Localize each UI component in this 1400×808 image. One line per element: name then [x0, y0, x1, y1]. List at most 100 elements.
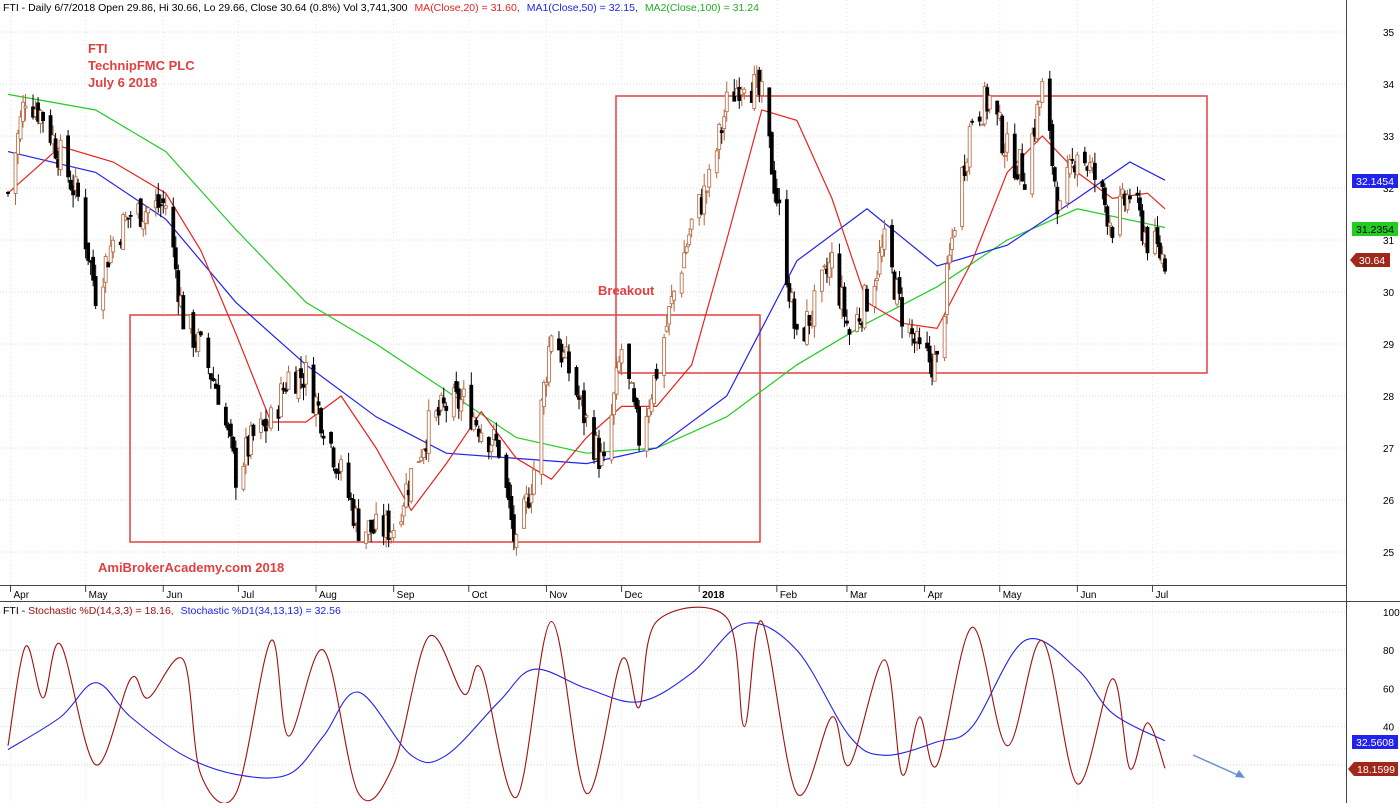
- candle-body: [652, 374, 657, 405]
- candle-body: [76, 182, 81, 197]
- price-tick-label: 25: [1383, 548, 1395, 559]
- candle-body: [582, 390, 586, 424]
- badge-close: 30.64: [1350, 253, 1390, 267]
- candle-body: [16, 133, 20, 155]
- candle-body: [504, 454, 509, 488]
- candle-body: [1158, 242, 1162, 259]
- candle-body: [662, 337, 667, 376]
- price-tick-label: 35: [1383, 28, 1395, 39]
- candle-body: [632, 388, 636, 403]
- candle-body: [284, 389, 288, 392]
- candle-body: [804, 311, 809, 345]
- badge-stoch-slow: 32.5608: [1352, 735, 1398, 749]
- candle-body: [329, 431, 333, 444]
- candle-body: [386, 510, 391, 540]
- candle-body: [349, 498, 353, 500]
- candle-body: [689, 218, 694, 230]
- candle-body: [574, 367, 579, 396]
- candle-body: [299, 368, 303, 379]
- candle-body: [882, 228, 887, 250]
- stoch-fast-path: [7, 606, 1166, 804]
- candle-body: [426, 410, 431, 454]
- ma20-line: [7, 109, 1166, 512]
- candle-body: [279, 383, 283, 418]
- candle-body: [529, 494, 534, 504]
- candle-body: [724, 91, 729, 113]
- candle-body: [41, 112, 45, 121]
- candle-body: [942, 316, 947, 359]
- candle-body: [830, 252, 834, 269]
- candle-body: [489, 444, 494, 453]
- candle-body: [509, 495, 514, 520]
- stoch-tick-label: 80: [1383, 646, 1395, 657]
- month-tick-label: Dec: [625, 590, 643, 601]
- candle-body: [251, 424, 256, 436]
- candle-body: [717, 123, 722, 150]
- candle-body: [794, 324, 799, 330]
- candle-body: [872, 285, 877, 307]
- candle-body: [486, 437, 491, 453]
- ma100-path: [7, 93, 1166, 454]
- range-box-2018: [615, 95, 1208, 374]
- candle-body: [181, 295, 186, 330]
- candle-body: [812, 290, 817, 327]
- candle-body: [311, 364, 316, 414]
- candle-body: [1163, 258, 1167, 272]
- candle-body: [356, 508, 361, 541]
- candle-body: [399, 521, 404, 525]
- candle-body: [897, 277, 902, 294]
- candle-body: [106, 262, 111, 268]
- candle-body: [444, 405, 449, 411]
- month-tick-label: Mar: [850, 590, 868, 601]
- candle-body: [967, 126, 972, 168]
- candle-body: [1105, 206, 1110, 227]
- candle-body: [945, 263, 950, 315]
- candle-body: [451, 387, 456, 418]
- candle-body: [269, 407, 273, 429]
- candle-body: [1075, 154, 1080, 176]
- candle-body: [211, 378, 216, 381]
- candle-body: [6, 192, 10, 194]
- price-tick-label: 28: [1383, 392, 1395, 403]
- candle-body: [792, 298, 797, 329]
- candle-body: [264, 418, 268, 432]
- candle-body: [759, 81, 764, 96]
- candle-body: [141, 221, 146, 230]
- ma50-line: [7, 151, 1166, 465]
- candle-body: [1100, 180, 1105, 187]
- candle-body: [231, 436, 236, 452]
- candle-body: [409, 467, 414, 502]
- month-tick-label: Jul: [241, 590, 254, 601]
- candle-body: [108, 245, 113, 264]
- stoch-slow-path: [7, 622, 1166, 779]
- candle-body: [644, 416, 649, 452]
- candle-body: [321, 435, 326, 439]
- candle-body: [18, 116, 23, 140]
- candle-body: [514, 534, 519, 548]
- candle-body: [161, 198, 166, 204]
- candle-body: [369, 519, 374, 533]
- price-tick-label: 33: [1383, 132, 1395, 143]
- candle-body: [126, 217, 131, 220]
- candle-body: [86, 242, 91, 261]
- candle-body: [158, 204, 163, 207]
- candle-body: [1050, 124, 1055, 167]
- candle-body: [103, 256, 108, 283]
- candle-body: [469, 384, 474, 430]
- candle-body: [296, 370, 301, 400]
- candle-body: [1000, 115, 1005, 154]
- annotation-breakout: Breakout: [598, 283, 655, 298]
- candle-body: [511, 514, 516, 542]
- candle-body: [401, 505, 406, 517]
- candle-body: [880, 246, 884, 257]
- candle-body: [917, 337, 922, 345]
- candle-body: [667, 306, 672, 325]
- indicator-header: FTI - Stochastic %D(14,3,3) = 18.16, Sto…: [3, 605, 341, 617]
- candle-body: [1012, 133, 1017, 179]
- candle-body: [977, 116, 982, 122]
- candle-body: [91, 256, 96, 281]
- candle-body: [950, 237, 955, 250]
- candle-body: [404, 483, 409, 508]
- candle-body: [584, 415, 589, 418]
